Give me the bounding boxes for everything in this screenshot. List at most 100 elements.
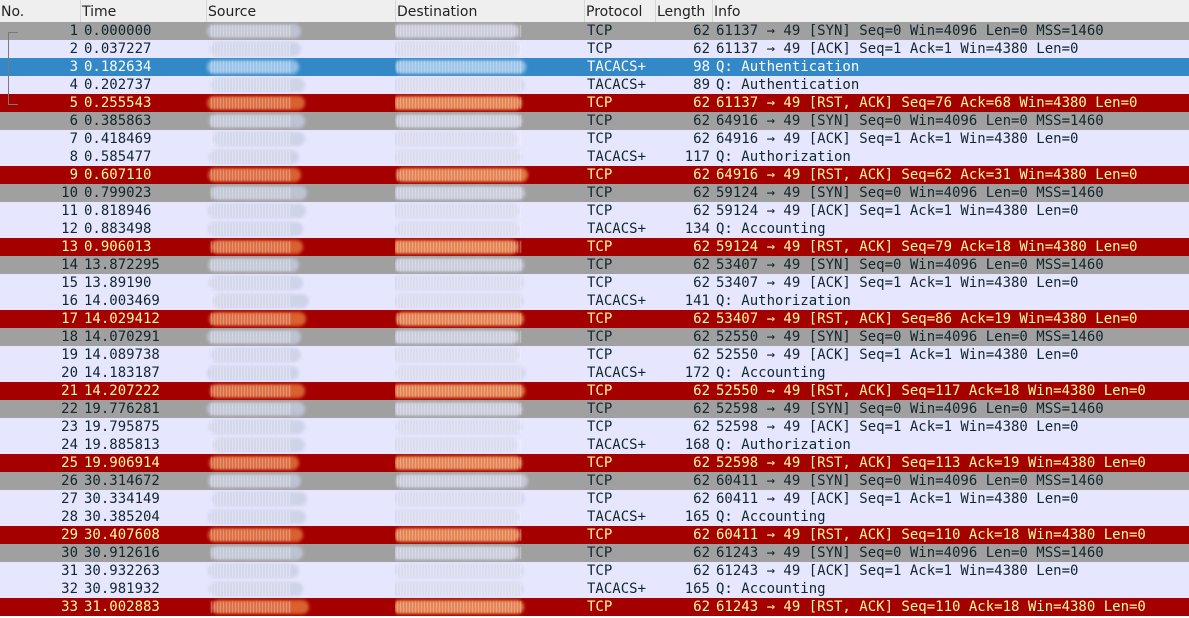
packet-protocol: TCP <box>587 239 613 255</box>
packet-length: 62 <box>693 329 710 345</box>
packet-time: 0.799023 <box>84 185 152 201</box>
packet-row[interactable]: 10 0.799023 TCP 62 59124 → 49 [SYN] Seq=0 Wi… <box>0 184 1189 202</box>
related-packets-bracket <box>8 32 9 104</box>
packet-info: Q: Authentication <box>716 59 860 75</box>
packet-info: 52550 → 49 [RST, ACK] Seq=117 Ack=18 Win… <box>716 383 1146 399</box>
packet-row[interactable]: 3 0.182634 TACACS+ 98 Q: Authentication <box>0 58 1189 76</box>
column-header-source[interactable]: Source <box>206 0 395 22</box>
column-header-protocol[interactable]: Protocol <box>584 0 655 22</box>
redaction-stripes <box>211 295 291 307</box>
packet-time: 14.207222 <box>84 383 160 399</box>
redaction-stripes <box>397 187 521 199</box>
packet-destination-redacted <box>395 166 583 184</box>
packet-row[interactable]: 4 0.202737 TACACS+ 89 Q: Authentication <box>0 76 1189 94</box>
packet-no: 11 <box>61 203 78 219</box>
packet-info: 61137 → 49 [RST, ACK] Seq=76 Ack=68 Win=… <box>716 95 1138 111</box>
packet-source-redacted <box>205 328 393 346</box>
packet-row[interactable]: 6 0.385863 TCP 62 64916 → 49 [SYN] Seq=0 Win… <box>0 112 1189 130</box>
packet-protocol: TCP <box>587 473 613 489</box>
packet-no: 6 <box>69 113 78 129</box>
packet-destination-redacted <box>395 364 583 382</box>
packet-row[interactable]: 13 0.906013 TCP 62 59124 → 49 [RST, ACK] Seq… <box>0 238 1189 256</box>
packet-time: 0.585477 <box>84 149 152 165</box>
packet-row[interactable]: 14 13.872295 TCP 62 53407 → 49 [SYN] Seq=0 W… <box>0 256 1189 274</box>
packet-row[interactable]: 23 19.795875 TCP 62 52598 → 49 [ACK] Seq=1 A… <box>0 418 1189 436</box>
redaction-stripes <box>397 169 521 181</box>
column-header-destination[interactable]: Destination <box>395 0 584 22</box>
packet-destination-redacted <box>395 328 583 346</box>
packet-source-redacted <box>205 382 393 400</box>
packet-length: 134 <box>684 221 710 237</box>
packet-source-redacted <box>205 202 393 220</box>
packet-row[interactable]: 15 13.89190 TCP 62 53407 → 49 [ACK] Seq=1 Ac… <box>0 274 1189 292</box>
packet-length: 62 <box>693 95 710 111</box>
packet-row[interactable]: 2 0.037227 TCP 62 61137 → 49 [ACK] Seq=1 Ack… <box>0 40 1189 58</box>
packet-row[interactable]: 29 30.407608 TCP 62 60411 → 49 [RST, ACK] Se… <box>0 526 1189 544</box>
packet-row[interactable]: 32 30.981932 TACACS+ 165 Q: Accounting <box>0 580 1189 598</box>
packet-source-redacted <box>205 580 393 598</box>
packet-row[interactable]: 7 0.418469 TCP 62 64916 → 49 [ACK] Seq=1 Ack… <box>0 130 1189 148</box>
packet-protocol: TACACS+ <box>587 581 647 597</box>
packet-protocol: TACACS+ <box>587 293 647 309</box>
redaction-stripes <box>397 475 521 487</box>
packet-destination-redacted <box>395 436 583 454</box>
packet-info: 60411 → 49 [SYN] Seq=0 Win=4096 Len=0 MS… <box>716 473 1104 489</box>
column-header-no[interactable]: No. <box>0 0 80 22</box>
packet-time: 0.418469 <box>84 131 152 147</box>
packet-row[interactable]: 12 0.883498 TACACS+ 134 Q: Accounting <box>0 220 1189 238</box>
redaction-stripes <box>397 223 521 235</box>
packet-protocol: TCP <box>587 167 613 183</box>
packet-length: 62 <box>693 131 710 147</box>
packet-row[interactable]: 17 14.029412 TCP 62 53407 → 49 [RST, ACK] Se… <box>0 310 1189 328</box>
packet-row[interactable]: 8 0.585477 TACACS+ 117 Q: Authorization <box>0 148 1189 166</box>
packet-info: 59124 → 49 [ACK] Seq=1 Ack=1 Win=4380 Le… <box>716 203 1079 219</box>
packet-row[interactable]: 33 31.002883 TCP 62 61243 → 49 [RST, ACK] Se… <box>0 598 1189 616</box>
packet-row[interactable]: 16 14.003469 TACACS+ 141 Q: Authorization <box>0 292 1189 310</box>
column-header-length[interactable]: Length <box>655 0 712 22</box>
packet-row[interactable]: 26 30.314672 TCP 62 60411 → 49 [SYN] Seq=0 W… <box>0 472 1189 490</box>
packet-row[interactable]: 31 30.932263 TCP 62 61243 → 49 [ACK] Seq=1 A… <box>0 562 1189 580</box>
redaction-stripes <box>397 277 521 289</box>
packet-row[interactable]: 27 30.334149 TCP 62 60411 → 49 [ACK] Seq=1 A… <box>0 490 1189 508</box>
redaction-stripes <box>397 97 521 109</box>
packet-no: 3 <box>69 59 78 75</box>
packet-protocol: TCP <box>587 455 613 471</box>
packet-length: 168 <box>684 437 710 453</box>
packet-source-redacted <box>205 364 393 382</box>
packet-row[interactable]: 28 30.385204 TACACS+ 165 Q: Accounting <box>0 508 1189 526</box>
packet-row[interactable]: 5 0.255543 TCP 62 61137 → 49 [RST, ACK] Seq=… <box>0 94 1189 112</box>
redaction-stripes <box>397 493 521 505</box>
packet-source-redacted <box>205 562 393 580</box>
packet-time: 19.906914 <box>84 455 160 471</box>
packet-row[interactable]: 18 14.070291 TCP 62 52550 → 49 [SYN] Seq=0 W… <box>0 328 1189 346</box>
packet-row[interactable]: 24 19.885813 TACACS+ 168 Q: Authorization <box>0 436 1189 454</box>
packet-protocol: TCP <box>587 599 613 615</box>
redaction-stripes <box>211 187 291 199</box>
column-header-info[interactable]: Info <box>712 0 1189 22</box>
packet-row[interactable]: 22 19.776281 TCP 62 52598 → 49 [SYN] Seq=0 W… <box>0 400 1189 418</box>
packet-info: 61137 → 49 [SYN] Seq=0 Win=4096 Len=0 MS… <box>716 23 1104 39</box>
packet-row[interactable]: 19 14.089738 TCP 62 52550 → 49 [ACK] Seq=1 A… <box>0 346 1189 364</box>
packet-source-redacted <box>205 94 393 112</box>
packet-no: 14 <box>61 257 78 273</box>
redaction-stripes <box>397 259 521 271</box>
packet-row[interactable]: 1 0.000000 TCP 62 61137 → 49 [SYN] Seq=0 Win… <box>0 22 1189 40</box>
packet-row[interactable]: 20 14.183187 TACACS+ 172 Q: Accounting <box>0 364 1189 382</box>
packet-row[interactable]: 11 0.818946 TCP 62 59124 → 49 [ACK] Seq=1 Ac… <box>0 202 1189 220</box>
packet-destination-redacted <box>395 454 583 472</box>
packet-length: 98 <box>693 59 710 75</box>
packet-time: 30.385204 <box>84 509 160 525</box>
packet-info: 52550 → 49 [SYN] Seq=0 Win=4096 Len=0 MS… <box>716 329 1104 345</box>
packet-length: 62 <box>693 527 710 543</box>
redaction-stripes <box>211 511 291 523</box>
packet-source-redacted <box>205 310 393 328</box>
packet-row[interactable]: 25 19.906914 TCP 62 52598 → 49 [RST, ACK] Se… <box>0 454 1189 472</box>
packet-time: 30.981932 <box>84 581 160 597</box>
packet-destination-redacted <box>395 310 583 328</box>
packet-source-redacted <box>205 454 393 472</box>
packet-row[interactable]: 9 0.607110 TCP 62 64916 → 49 [RST, ACK] Seq=… <box>0 166 1189 184</box>
packet-row[interactable]: 21 14.207222 TCP 62 52550 → 49 [RST, ACK] Se… <box>0 382 1189 400</box>
redaction-stripes <box>211 43 291 55</box>
column-header-time[interactable]: Time <box>80 0 206 22</box>
packet-row[interactable]: 30 30.912616 TCP 62 61243 → 49 [SYN] Seq=0 W… <box>0 544 1189 562</box>
